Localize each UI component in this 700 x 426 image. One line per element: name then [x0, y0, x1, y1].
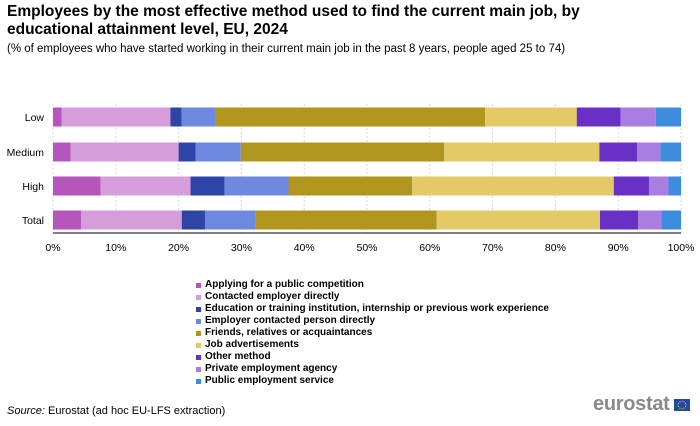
legend-swatch — [196, 354, 201, 360]
category-label: Total — [22, 215, 44, 227]
x-tick-label: 40% — [294, 242, 315, 254]
legend-label: Employer contacted person directly — [205, 315, 376, 326]
bar-segment — [181, 210, 205, 230]
legend-label: Applying for a public competition — [205, 279, 364, 290]
bar-segment — [81, 210, 182, 230]
bar-segment — [638, 210, 662, 230]
legend-swatch — [196, 366, 201, 372]
bar-segment — [53, 176, 101, 196]
legend-label: Private employment agency — [205, 363, 338, 374]
bar-segment — [70, 142, 179, 162]
bar-segment — [655, 107, 681, 127]
bar-segment — [170, 107, 182, 127]
x-tick-label: 90% — [608, 242, 629, 254]
category-label: Low — [25, 112, 45, 124]
stacked-bar-chart: 0% 10% 20% 30% 40% 50% 60% 70% 80% 90% 100% Low Medi… — [7, 104, 695, 254]
bar-segment — [53, 142, 71, 162]
bar-segment — [412, 176, 614, 196]
bar-segment — [178, 142, 196, 162]
bar-segment — [660, 142, 681, 162]
legend-item: Applying for a public competition — [196, 279, 549, 291]
legend-label: Job advertisements — [205, 339, 299, 350]
bar-segment — [436, 210, 600, 230]
legend-swatch — [196, 294, 201, 300]
eurostat-logo: eurostat — [593, 393, 690, 416]
bar-segment — [485, 107, 577, 127]
x-tick-label: 100% — [668, 242, 695, 254]
bar-segment — [195, 142, 241, 162]
legend-swatch — [196, 330, 201, 336]
x-tick-label: 20% — [168, 242, 189, 254]
chart-title: Employees by the most effective method u… — [7, 3, 580, 38]
eu-flag-icon — [673, 398, 690, 411]
category-label: High — [22, 181, 44, 193]
legend-swatch — [196, 306, 201, 312]
x-tick-label: 70% — [482, 242, 503, 254]
legend-item: Public employment service — [196, 375, 549, 387]
x-tick-label: 0% — [45, 242, 60, 254]
legend-item: Friends, relatives or acquaintances — [196, 327, 549, 339]
chart-subtitle: (% of employees who have started working… — [7, 43, 566, 55]
bar-segment — [620, 107, 656, 127]
bar-segment — [637, 142, 661, 162]
legend-item: Other method — [196, 351, 549, 363]
bar-segment — [215, 107, 486, 127]
bar-segment — [661, 210, 681, 230]
bar-segment — [61, 107, 171, 127]
x-tick-label: 10% — [105, 242, 126, 254]
bar-segment — [648, 176, 669, 196]
bar-segment — [224, 176, 289, 196]
legend-item: Private employment agency — [196, 363, 549, 375]
bar-segment — [53, 210, 82, 230]
legend-swatch — [196, 318, 201, 324]
bar-segment — [100, 176, 191, 196]
legend-label: Other method — [205, 351, 271, 362]
bar-segment — [255, 210, 437, 230]
legend-label: Public employment service — [205, 375, 334, 386]
legend-swatch — [196, 342, 201, 348]
bar-segment — [668, 176, 681, 196]
legend-swatch — [196, 282, 201, 288]
source-label: Source: — [7, 405, 45, 417]
bar-segment — [288, 176, 413, 196]
legend-swatch — [196, 378, 201, 384]
legend-item: Education or training institution, inter… — [196, 303, 549, 315]
eurostat-logo-text: eurostat — [593, 393, 670, 415]
x-tick-label: 30% — [231, 242, 252, 254]
legend-item: Job advertisements — [196, 339, 549, 351]
legend-item: Contacted employer directly — [196, 291, 549, 303]
bar-segment — [181, 107, 216, 127]
source-text: Eurostat (ad hoc EU-LFS extraction) — [47, 405, 226, 417]
bar-segment — [190, 176, 225, 196]
category-label: Medium — [7, 147, 45, 159]
bar-segment — [53, 107, 62, 127]
chart-legend: Applying for a public competition Contact… — [196, 279, 549, 387]
bar-segment — [204, 210, 256, 230]
legend-item: Employer contacted person directly — [196, 315, 549, 327]
legend-label: Contacted employer directly — [205, 291, 340, 302]
x-tick-label: 50% — [356, 242, 377, 254]
legend-label: Friends, relatives or acquaintances — [205, 327, 373, 338]
bar-segment — [444, 142, 600, 162]
bar-segment — [576, 107, 621, 127]
x-tick-label: 80% — [545, 242, 566, 254]
x-tick-label: 60% — [419, 242, 440, 254]
source-note: Source: Eurostat (ad hoc EU-LFS extracti… — [7, 405, 225, 417]
legend-label: Education or training institution, inter… — [205, 303, 549, 314]
bar-segment — [613, 176, 649, 196]
bar-segment — [599, 210, 639, 230]
bar-segment — [240, 142, 445, 162]
bar-segment — [599, 142, 638, 162]
